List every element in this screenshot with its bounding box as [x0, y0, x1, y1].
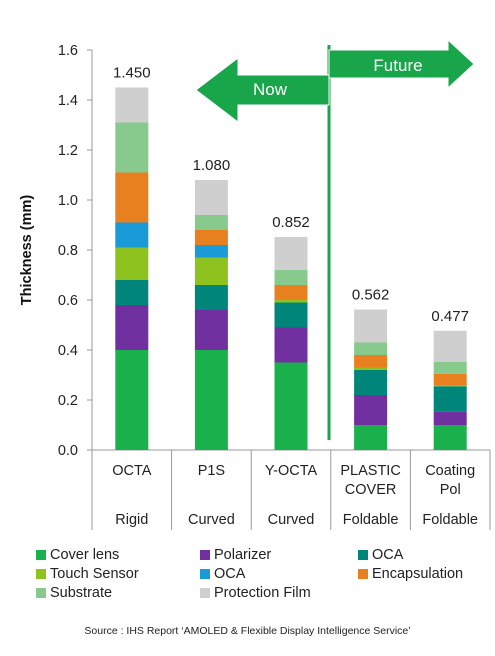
source-note: Source : IHS Report ‘AMOLED & Flexible D…: [84, 625, 411, 637]
y-axis-title: Thickness (mm): [19, 195, 35, 306]
legend-label: Polarizer: [214, 547, 272, 563]
x-tick-label: Coating: [425, 463, 475, 479]
y-tick-label: 1.2: [58, 143, 78, 159]
bar-segment-cover-lens: [433, 425, 467, 450]
form-factor-label: Curved: [268, 512, 315, 528]
legend-label: Encapsulation: [372, 566, 464, 582]
y-tick-label: 1.6: [58, 43, 78, 59]
x-tick-label: P1S: [198, 463, 225, 479]
legend-label: Cover lens: [50, 547, 120, 563]
legend-item-oca: OCA: [358, 547, 403, 563]
bar-segment-protection-film: [115, 87, 149, 123]
total-label: 1.080: [193, 157, 231, 174]
bar-segment-oca: [194, 285, 228, 310]
legend-swatch: [36, 569, 46, 579]
bar-segment-protection-film: [354, 309, 388, 343]
future-arrow-label: Future: [373, 56, 422, 75]
legend-swatch: [36, 550, 46, 560]
total-label: 1.450: [113, 65, 151, 82]
legend-swatch: [200, 550, 210, 560]
bar-segment-touch-sensor: [433, 385, 467, 387]
x-tick-label: Y-OCTA: [265, 463, 318, 479]
bar-segment-touch-sensor: [115, 247, 149, 280]
y-tick-label: 1.4: [58, 93, 78, 109]
bar-segment-touch-sensor: [194, 257, 228, 285]
y-tick-label: 0.4: [58, 343, 78, 359]
bar-segment-protection-film: [433, 330, 467, 362]
total-label: 0.562: [352, 287, 390, 304]
y-tick-label: 0.6: [58, 293, 78, 309]
bar-segment-touch-sensor: [274, 300, 308, 303]
form-factor-label: Rigid: [115, 512, 148, 528]
bar-segment-substrate: [433, 362, 467, 374]
legend-swatch: [200, 569, 210, 579]
bar-segment-polarizer: [274, 327, 308, 363]
stacked-bar-chart: 0.0 0.2 0.4 0.6 0.8 1.0 1.2 1.4 1.6 Thickness (mm…: [19, 38, 491, 530]
legend-item-protection-film: Protection Film: [200, 585, 311, 601]
bar-segment-polarizer: [194, 310, 228, 350]
bar-segment-encapsulation: [115, 172, 149, 223]
legend-item-oca-2: OCA: [200, 566, 245, 582]
bar-segment-oca: [115, 280, 149, 305]
legend-label: Protection Film: [214, 585, 311, 601]
y-tick-label: 1.0: [58, 193, 78, 209]
bar-segment-substrate: [274, 270, 308, 285]
bar-segment-protection-film: [194, 180, 228, 215]
bar-segment-oca: [433, 386, 467, 412]
bar-segment-polarizer: [354, 395, 388, 425]
bar-segment-protection-film: [274, 237, 308, 270]
total-label: 0.852: [272, 214, 310, 231]
x-tick-label: PLASTIC: [340, 463, 400, 479]
bar-segment-encapsulation: [274, 285, 308, 300]
legend-label: OCA: [372, 547, 404, 563]
bar-segment-polarizer: [433, 411, 467, 425]
bar-segment-cover-lens: [354, 425, 388, 450]
legend-label: OCA: [214, 566, 246, 582]
x-tick-label: Pol: [440, 482, 461, 498]
future-arrow: [328, 38, 475, 90]
legend-label: Touch Sensor: [50, 566, 139, 582]
legend-swatch: [358, 569, 368, 579]
bar-segment-substrate: [115, 122, 149, 173]
y-tick-label: 0.8: [58, 243, 78, 259]
legend-item-cover-lens: Cover lens: [36, 547, 119, 563]
bar-segment-oca: [274, 302, 308, 328]
bar-segment-encapsulation: [433, 373, 467, 385]
legend-item-substrate: Substrate: [36, 585, 112, 601]
form-factor-label: Curved: [188, 512, 235, 528]
total-label: 0.477: [431, 308, 469, 325]
bar-segment-oca: [115, 222, 149, 248]
bar-segment-cover-lens: [115, 350, 149, 450]
legend-item-touch-sensor: Touch Sensor: [36, 566, 139, 582]
bar-segment-oca: [194, 245, 228, 258]
y-tick-label: 0.2: [58, 393, 78, 409]
bar-segment-cover-lens: [274, 362, 308, 450]
legend-label: Substrate: [50, 585, 113, 601]
legend-swatch: [358, 550, 368, 560]
x-tick-label: COVER: [345, 482, 397, 498]
form-factor-label: Foldable: [343, 512, 399, 528]
form-factor-label: Foldable: [422, 512, 478, 528]
legend-item-polarizer: Polarizer: [200, 547, 271, 563]
now-arrow-label: Now: [253, 80, 288, 99]
x-tick-label: OCTA: [112, 463, 152, 479]
bar-segment-substrate: [194, 215, 228, 230]
bar-segment-touch-sensor: [354, 367, 388, 370]
legend-swatch: [200, 588, 210, 598]
y-tick-label: 0.0: [58, 443, 78, 459]
legend-item-encapsulation: Encapsulation: [358, 566, 463, 582]
bar-segment-encapsulation: [194, 230, 228, 245]
bar-segment-cover-lens: [194, 350, 228, 450]
now-arrow: [195, 56, 330, 124]
legend-swatch: [36, 588, 46, 598]
bar-segment-oca: [354, 370, 388, 395]
bar-segment-polarizer: [115, 305, 149, 350]
bar-segment-encapsulation: [354, 355, 388, 368]
bar-segment-substrate: [354, 342, 388, 355]
